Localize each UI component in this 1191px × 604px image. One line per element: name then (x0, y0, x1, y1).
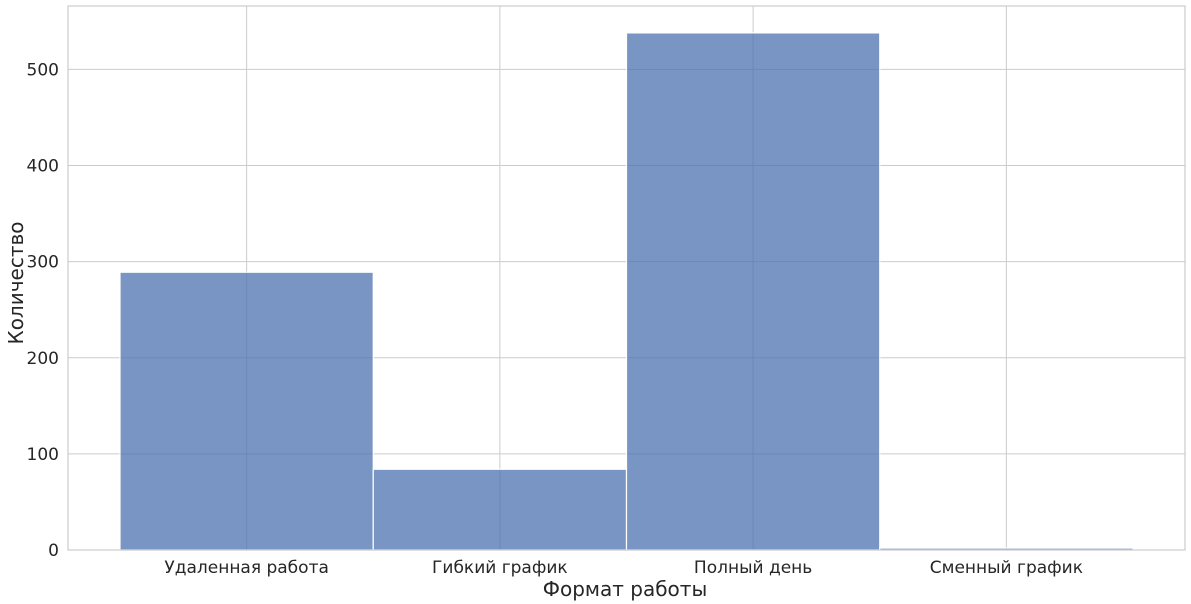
x-axis-title: Формат работы (543, 577, 707, 601)
bar (119, 271, 374, 551)
x-tick-label: Полный день (694, 558, 812, 578)
y-tick-label: 300 (27, 253, 59, 273)
y-tick-label: 500 (27, 60, 59, 80)
plot-border (67, 5, 1186, 551)
y-tick-label: 100 (27, 445, 59, 465)
x-tick-label: Удаленная работа (164, 558, 329, 578)
x-tick-label: Сменный график (930, 558, 1083, 578)
x-tick-label: Гибкий график (432, 558, 568, 578)
y-axis-ticks: 0 100 200 300 400 500 (27, 60, 59, 561)
bar (625, 32, 881, 551)
bars-layer (119, 32, 1134, 551)
y-tick-label: 400 (27, 157, 59, 177)
y-tick-label: 0 (48, 541, 59, 561)
bar (372, 468, 628, 551)
y-axis-title: Количество (4, 221, 28, 344)
plot-frame (67, 5, 1186, 551)
x-axis-ticks: Удаленная работа Гибкий график Полный день… (164, 558, 1083, 578)
y-tick-label: 200 (27, 349, 59, 369)
